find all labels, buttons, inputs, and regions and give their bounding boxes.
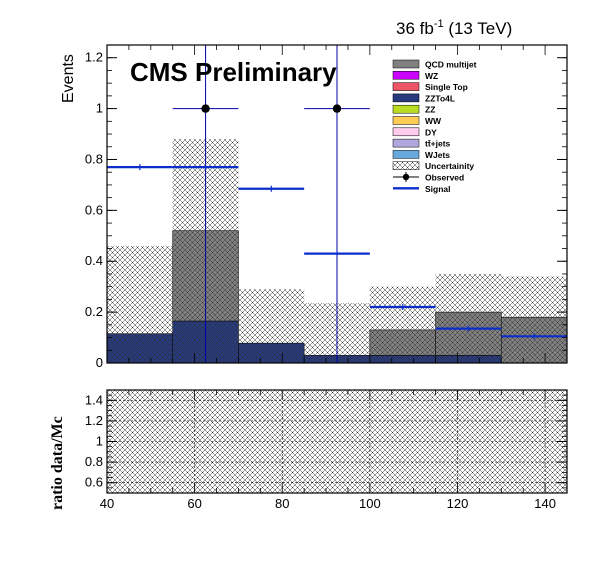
uncertainty-overlay-0 (107, 245, 173, 363)
ratio-x-tick-label-3: 100 (359, 496, 381, 511)
ratio-x-tick-label-1: 60 (187, 496, 201, 511)
legend-swatch-4 (392, 104, 420, 114)
legend-swatch-2 (392, 82, 420, 91)
ratio-y-tick-label-0: 0.6 (85, 475, 103, 490)
ratio-axes: 0.6 0.8 1 1.2 1.4 40 60 80 100 120 140 (85, 389, 568, 511)
legend-swatch-9 (392, 161, 420, 170)
ratio-x-tick-label-4: 120 (447, 496, 469, 511)
main-y-tick-label-1: 0.2 (85, 304, 103, 319)
main-y-tick-label-3: 0.6 (85, 202, 103, 217)
legend-swatch-6 (392, 127, 420, 137)
main-y-tick-label-4: 0.8 (85, 151, 103, 166)
main-y-axis-label: Events (60, 54, 77, 103)
main-y-tick-label-2: 0.4 (85, 253, 103, 268)
legend-swatch-1 (392, 71, 420, 80)
main-y-tick-label-0: 0 (96, 355, 103, 370)
ratio-y-tick-label-4: 1.4 (85, 392, 103, 407)
uncertainty-overlay-2 (238, 289, 305, 363)
legend-label-5: WW (425, 116, 442, 126)
ratio-panel: 0.6 0.8 1 1.2 1.4 40 60 80 100 120 140 ratio data/… (49, 389, 568, 511)
ratio-x-tick-label-2: 80 (275, 496, 289, 511)
legend-swatch-8 (392, 150, 420, 159)
uncertainty-overlay-5 (435, 273, 502, 363)
ratio-y-axis-label: ratio data/Mc (49, 416, 66, 510)
legend-label-1: WZ (425, 71, 438, 81)
legend-swatch-3 (392, 93, 420, 103)
legend-swatch-0 (392, 59, 420, 69)
legend-label-3: ZZTo4L (425, 93, 455, 103)
legend-marker-10 (402, 173, 410, 181)
ratio-x-tick-label-5: 140 (534, 496, 556, 511)
experiment-label: CMS Preliminary (130, 57, 337, 87)
legend-label-8: WJets (425, 150, 450, 160)
luminosity-label: 36 fb-1 (13 TeV) (396, 18, 512, 38)
legend-label-6: DY (425, 127, 437, 137)
ratio-x-tick-label-0: 40 (100, 496, 114, 511)
main-y-tick-label-5: 1 (96, 101, 103, 116)
ratio-y-tick-label-1: 0.8 (85, 454, 103, 469)
uncertainty-overlay-6 (501, 276, 567, 363)
legend-label-4: ZZ (425, 105, 435, 115)
observed-point-1 (332, 104, 342, 113)
main-plot-frame (106, 44, 568, 364)
observed-point-0 (201, 104, 210, 113)
legend-label-11: Signal (425, 184, 451, 194)
legend-label-10: Observed (425, 173, 464, 183)
legend-swatch-5 (392, 116, 420, 125)
legend-label-7: tt̄+jets (425, 139, 451, 149)
main-axes: 0 0.2 0.4 0.6 0.8 1 1.2 (85, 45, 568, 370)
main-y-tick-label-6: 1.2 (85, 50, 103, 65)
main-histogram-panel: 0 0.2 0.4 0.6 0.8 1 1.2 CMS Preliminary Events… (60, 44, 568, 370)
ratio-y-tick-label-3: 1.2 (85, 413, 103, 428)
ratio-y-tick-label-2: 1 (96, 434, 103, 449)
signal-points (107, 164, 567, 340)
legend-label-9: Uncertainity (425, 161, 474, 171)
legend-label-0: QCD multijet (425, 60, 477, 70)
legend-swatch-7 (392, 138, 420, 148)
observed-points (172, 45, 370, 363)
uncertainty-overlay-4 (369, 286, 436, 363)
legend-label-2: Single Top (425, 82, 468, 92)
